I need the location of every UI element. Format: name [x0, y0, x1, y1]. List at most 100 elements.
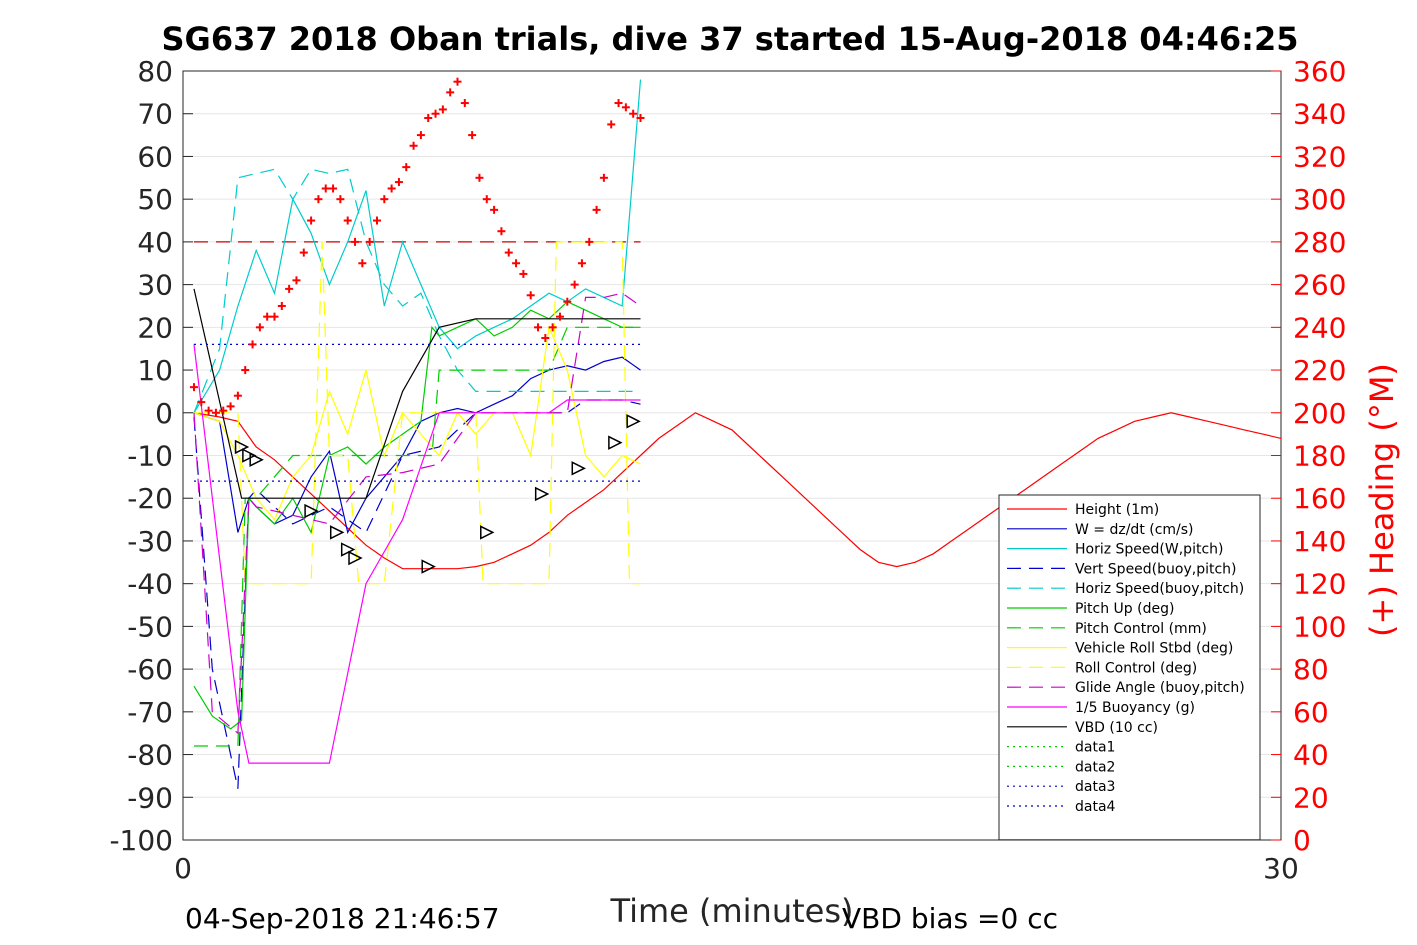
y-tick-label-left: 80: [137, 55, 173, 88]
x-ticks: 0 30: [174, 830, 1299, 885]
y-tick-label-right: 0: [1293, 824, 1311, 857]
y-tick-label-left: 70: [137, 98, 173, 131]
y-tick-label-right: 300: [1293, 183, 1346, 216]
y-tick-label-right: 260: [1293, 269, 1346, 302]
heading-point: [394, 178, 403, 187]
heading-point: [343, 216, 352, 225]
heading-point: [277, 301, 286, 310]
heading-point: [453, 77, 462, 86]
heading-point: [416, 131, 425, 140]
heading-point: [599, 173, 608, 182]
y-ticks-left: 80 70 60 50 40 30 20 10 0 -10 -20 -30 -40 -50 -60 -70 -8…: [109, 55, 193, 857]
y-tick-label-left: -70: [127, 696, 173, 729]
y-tick-label-left: -90: [127, 781, 173, 814]
heading-point: [497, 227, 506, 236]
series-line-pitch-control-mm-: [194, 326, 641, 747]
heading-point: [402, 163, 411, 172]
y-tick-label-left: 0: [155, 397, 173, 430]
depth-marker: [242, 448, 257, 463]
legend: Height (1m) W = dz/dt (cm/s) Horiz Speed(W…: [998, 494, 1261, 841]
heading-point: [255, 323, 264, 332]
heading-point: [380, 195, 389, 204]
footer-right: VBD bias =0 cc: [842, 902, 1058, 935]
y-tick-label-left: -50: [127, 610, 173, 643]
heading-point: [211, 408, 220, 417]
footer-left: 04-Sep-2018 21:46:57: [185, 902, 500, 935]
y-tick-label-right: 160: [1293, 482, 1346, 515]
y-tick-label-right: 280: [1293, 226, 1346, 259]
y-tick-label-right: 100: [1293, 610, 1346, 643]
heading-point: [299, 248, 308, 257]
y-tick-label-right: 60: [1293, 696, 1329, 729]
y-tick-label-left: -20: [127, 482, 173, 515]
series-line-horiz-speed-buoy-pitch-: [193, 168, 641, 414]
heading-point: [409, 141, 418, 150]
y-axis-label-right: (+) Heading (°M): [1363, 363, 1401, 637]
y-tick-label-right: 20: [1293, 781, 1329, 814]
y-tick-label-left: 10: [137, 354, 173, 387]
legend-entry: Height (1m): [1075, 502, 1159, 518]
heading-point: [526, 291, 535, 300]
heading-point: [607, 120, 616, 129]
y-tick-label-left: -40: [127, 568, 173, 601]
y-tick-label-right: 200: [1293, 397, 1346, 430]
heading-point: [424, 113, 433, 122]
series-line-glide-angle-buoy-pitch-: [193, 292, 641, 735]
y-tick-label-right: 120: [1293, 568, 1346, 601]
y-tick-label-left: -100: [109, 824, 173, 857]
legend-entry: data3: [1075, 779, 1115, 795]
y-tick-label-left: 40: [137, 226, 173, 259]
heading-point: [460, 99, 469, 108]
heading-point: [555, 312, 564, 321]
depth-marker: [608, 435, 623, 450]
y-tick-label-left: -60: [127, 653, 173, 686]
heading-point: [629, 109, 638, 118]
y-tick-label-right: 40: [1293, 739, 1329, 772]
y-tick-label-left: -30: [127, 525, 173, 558]
heading-point: [431, 109, 440, 118]
x-tick-label: 0: [174, 852, 192, 885]
heading-point: [570, 280, 579, 289]
legend-entry: Glide Angle (buoy,pitch): [1075, 680, 1245, 696]
x-axis-label: Time (minutes): [610, 892, 854, 930]
depth-marker: [348, 550, 363, 566]
heading-point: [314, 195, 323, 204]
depth-marker: [480, 525, 495, 540]
heading-point: [534, 323, 543, 332]
heading-point: [512, 259, 521, 268]
y-tick-label-right: 360: [1293, 55, 1346, 88]
heading-point: [358, 259, 367, 268]
depth-marker: [234, 439, 250, 455]
y-tick-label-right: 140: [1293, 525, 1346, 558]
heading-point: [285, 284, 294, 293]
heading-point: [329, 184, 338, 193]
legend-entry: data1: [1075, 740, 1115, 756]
y-tick-label-right: 240: [1293, 311, 1346, 344]
depth-marker: [249, 452, 264, 467]
legend-entry: Vert Speed(buoy,pitch): [1075, 561, 1237, 577]
y-tick-label-right: 80: [1293, 653, 1329, 686]
legend-entry: data2: [1075, 759, 1115, 775]
heading-point: [548, 323, 557, 332]
heading-point: [519, 269, 528, 278]
legend-entry: W = dz/dt (cm/s): [1075, 522, 1194, 538]
heading-point: [387, 184, 396, 193]
heading-point: [204, 406, 213, 415]
heading-point: [504, 248, 513, 257]
heading-point: [577, 259, 586, 268]
heading-point: [197, 398, 206, 407]
heading-point: [636, 113, 645, 122]
heading-point: [292, 276, 301, 285]
y-tick-label-right: 340: [1293, 98, 1346, 131]
heading-point: [490, 205, 499, 214]
heading-point: [233, 391, 242, 400]
heading-point: [226, 402, 235, 411]
chart-title: SG637 2018 Oban trials, dive 37 started …: [162, 20, 1299, 58]
y-tick-label-left: 30: [137, 269, 173, 302]
heading-point: [189, 383, 198, 392]
y-tick-label-left: -80: [127, 739, 173, 772]
legend-entry: Vehicle Roll Stbd (deg): [1075, 641, 1233, 657]
heading-point: [263, 312, 272, 321]
heading-point: [541, 334, 550, 343]
